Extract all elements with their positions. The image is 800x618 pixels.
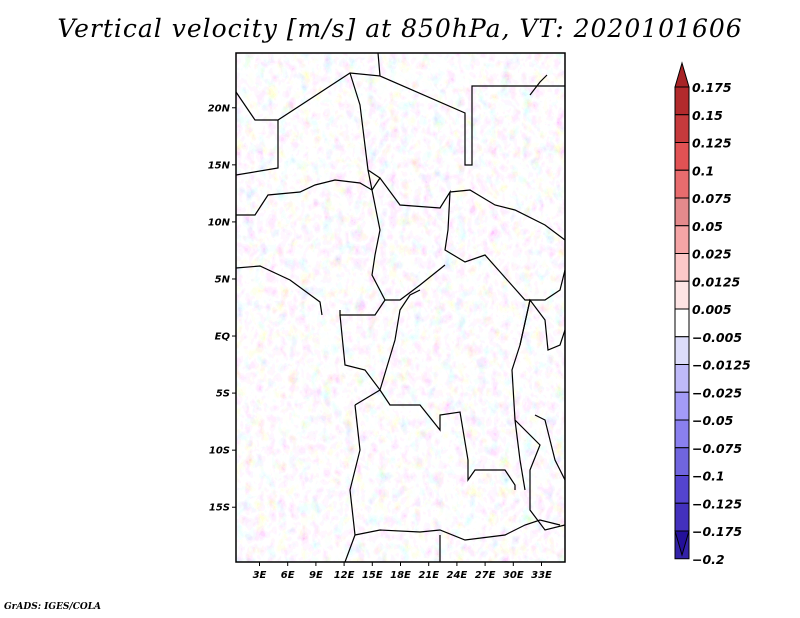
colorbar-swatch <box>674 142 690 171</box>
lon-tick-label: 33E <box>531 570 552 581</box>
colorbar-swatch <box>674 364 690 393</box>
lon-tick-label: 24E <box>447 570 468 581</box>
colorbar-swatch <box>674 502 690 532</box>
colorbar-swatch <box>674 253 690 282</box>
colorbar-label: 0.175 <box>692 80 732 95</box>
colorbar-swatch <box>674 336 690 365</box>
lat-tick-label: 5N <box>215 274 231 285</box>
colorbar-label: −0.075 <box>692 441 742 456</box>
colorbar-label: −0.0125 <box>692 358 751 373</box>
lat-tick-label: 10N <box>208 217 231 228</box>
colorbar-swatch <box>674 280 690 310</box>
lat-tick-label: 15S <box>209 503 230 514</box>
colorbar-bottom-arrow <box>674 530 690 557</box>
colorbar-swatch <box>674 197 690 227</box>
colorbar-swatch <box>674 225 690 254</box>
colorbar-label: 0.025 <box>692 247 732 262</box>
lat-tick-label: 15N <box>208 160 231 171</box>
colorbar-swatch <box>674 308 690 338</box>
colorbar-label: 0.05 <box>692 219 723 234</box>
lon-tick-label: 27E <box>475 570 496 581</box>
lon-tick-label: 21E <box>418 570 439 581</box>
colorbar-label: −0.125 <box>692 496 742 511</box>
colorbar-label: −0.1 <box>692 469 725 484</box>
lon-tick-label: 12E <box>334 570 355 581</box>
colorbar-label: −0.005 <box>692 330 742 345</box>
country-borders <box>236 53 565 562</box>
grads-credit: GrADS: IGES/COLA <box>4 602 102 612</box>
lon-tick-label: 18E <box>390 570 411 581</box>
colorbar-swatch <box>674 391 690 421</box>
longitude-axis: 3E 6E 9E 12E 15E 18E 21E 24E 27E 30E 33E <box>253 562 552 581</box>
lon-tick-label: 3E <box>253 570 267 581</box>
lat-tick-label: EQ <box>215 332 231 343</box>
vertical-velocity-field <box>236 53 565 562</box>
colorbar-swatch <box>674 114 690 143</box>
colorbar-label: −0.025 <box>692 385 742 400</box>
lon-tick-label: 6E <box>281 570 295 581</box>
colorbar-label: −0.175 <box>692 524 742 539</box>
colorbar-label: 0.075 <box>692 191 732 206</box>
colorbar-label: 0.0125 <box>692 274 741 289</box>
lat-tick-label: 10S <box>209 446 230 457</box>
lon-tick-label: 30E <box>503 570 524 581</box>
colorbar-swatch <box>674 169 690 199</box>
colorbar-swatch <box>674 475 690 504</box>
lon-tick-label: 9E <box>309 570 323 581</box>
latitude-axis: 20N 15N 10N 5N EQ 5S 10S 15S <box>208 103 236 514</box>
colorbar-label: 0.1 <box>692 163 714 178</box>
colorbar-legend: 0.175 0.15 0.125 0.1 0.075 0.05 0.025 0.0125 0.0… <box>674 61 751 567</box>
lat-tick-label: 5S <box>216 389 230 400</box>
lon-tick-label: 15E <box>362 570 383 581</box>
colorbar-swatch <box>674 447 690 476</box>
colorbar-swatch <box>674 86 690 116</box>
colorbar-label: 0.005 <box>692 302 732 317</box>
colorbar-label: −0.2 <box>692 552 725 567</box>
colorbar-label: 0.15 <box>692 108 723 123</box>
lat-tick-label: 20N <box>208 103 231 114</box>
colorbar-label: 0.125 <box>692 136 732 151</box>
chart-title: Vertical velocity [m/s] at 850hPa, VT: 2… <box>57 14 743 43</box>
colorbar-top-arrow <box>674 61 690 88</box>
map-plot-area <box>235 52 566 563</box>
colorbar-swatch <box>674 419 690 449</box>
colorbar-label: −0.05 <box>692 413 734 428</box>
